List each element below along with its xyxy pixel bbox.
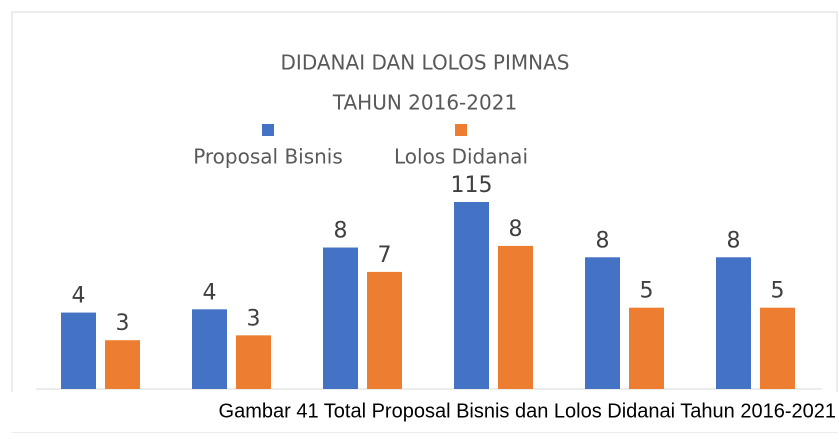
bar: [716, 257, 751, 389]
data-label: 5: [640, 279, 654, 304]
data-label: 8: [727, 228, 741, 253]
chart-title: DIDANAI DAN LOLOS PIMNAS: [281, 51, 570, 75]
legend-swatch: [455, 124, 467, 136]
bar: [585, 257, 620, 389]
caption-bg: [0, 392, 839, 432]
bar: [760, 307, 795, 389]
bar: [192, 309, 227, 389]
data-label: 3: [247, 306, 261, 331]
legend-label: Proposal Bisnis: [193, 145, 343, 169]
data-label: 8: [334, 219, 348, 244]
data-label: 8: [596, 228, 610, 253]
chart-frame: [11, 11, 838, 433]
data-label: 7: [378, 243, 392, 268]
bar: [323, 247, 358, 389]
bar: [61, 312, 96, 389]
data-label: 3: [116, 311, 130, 336]
data-label: 5: [771, 279, 785, 304]
bar: [236, 335, 271, 389]
legend-swatch: [262, 124, 274, 136]
legend-label: Lolos Didanai: [394, 145, 528, 169]
bar: [454, 202, 489, 389]
bar: [367, 271, 402, 389]
data-label: 4: [72, 284, 86, 309]
chart-subtitle: TAHUN 2016-2021: [332, 91, 517, 115]
data-label: 115: [451, 173, 493, 198]
bar: [105, 340, 140, 389]
data-label: 4: [203, 280, 217, 305]
bar: [498, 245, 533, 389]
bar: [629, 307, 664, 389]
data-label: 8: [509, 217, 523, 242]
caption: Gambar 41 Total Proposal Bisnis dan Lolo…: [219, 400, 836, 422]
